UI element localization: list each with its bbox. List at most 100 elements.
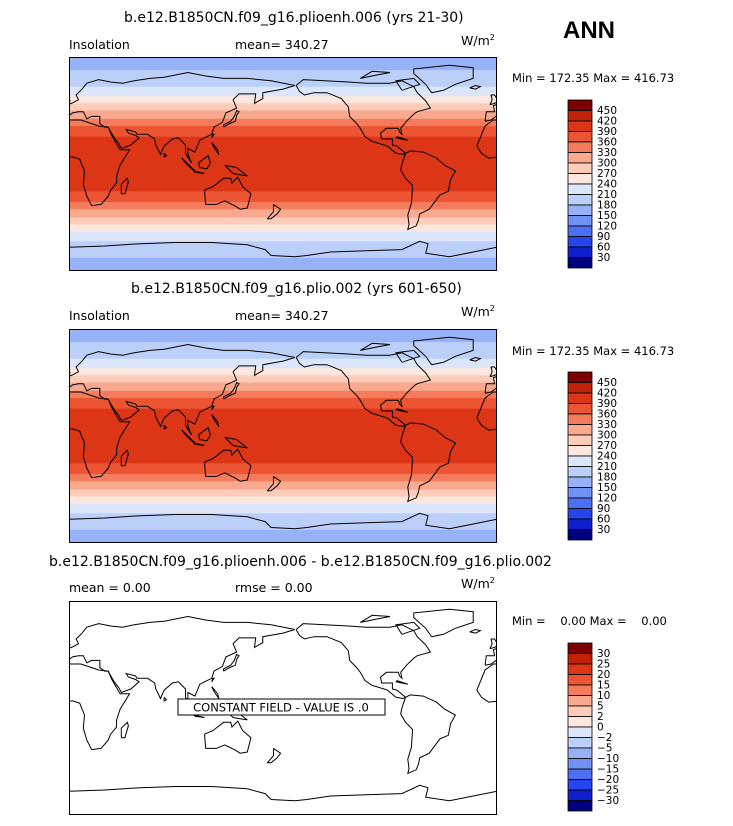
colorbar-tick-label: 10: [597, 690, 610, 702]
colorbar-swatch: [567, 747, 593, 759]
colorbar-swatch: [567, 424, 593, 436]
coast-java: [193, 170, 205, 174]
band-cell: [69, 184, 497, 186]
colorbar-tick-label: −5: [597, 743, 612, 755]
map-frame: [69, 329, 497, 543]
colorbar-swatch: [567, 403, 593, 415]
band-cell: [69, 95, 497, 97]
band-cell: [69, 97, 497, 100]
band-cell: [69, 200, 497, 203]
map-frame: [69, 57, 497, 271]
band-cell: [69, 436, 497, 438]
band-cell: [69, 83, 497, 85]
band-cell: [69, 386, 497, 388]
band-cell: [69, 58, 497, 60]
coast-australia: [204, 176, 252, 210]
band-cell: [69, 470, 497, 473]
band-cell: [69, 121, 497, 123]
band-cell: [69, 165, 497, 167]
coast-new-zealand: [266, 747, 282, 764]
colorbar-swatch: [567, 246, 593, 258]
band-cell: [69, 458, 497, 461]
band-cell: [69, 463, 497, 466]
colorbar-swatch: [567, 183, 593, 195]
colorbar-swatch: [567, 194, 593, 206]
colorbar-swatch: [567, 497, 593, 509]
band-cell: [69, 427, 497, 430]
coast-iceland: [469, 84, 482, 90]
band-cell: [69, 197, 497, 200]
band-cell: [69, 251, 497, 254]
colorbar-tick-label: 270: [597, 168, 617, 180]
band-cell: [69, 73, 497, 76]
band-cell: [69, 520, 497, 523]
band-cell: [69, 369, 497, 372]
band-cell: [69, 120, 497, 122]
coast-japan: [223, 381, 240, 400]
band-cell: [69, 482, 497, 485]
band-cell: [69, 160, 497, 163]
band-cell: [69, 502, 497, 505]
band-cell: [69, 263, 497, 266]
band-cell: [69, 376, 497, 379]
band-cell: [69, 400, 497, 403]
band-cell: [69, 68, 497, 71]
band-cell: [69, 158, 497, 160]
colorbar-swatch: [567, 476, 593, 488]
colorbar-swatch: [567, 110, 593, 122]
band-cell: [69, 164, 497, 166]
colorbar-swatch: [567, 215, 593, 227]
colorbar-tick-label: 360: [597, 137, 617, 149]
band-cell: [69, 67, 497, 70]
band-cell: [69, 244, 497, 247]
coast-eurasia: [69, 71, 296, 164]
colorbar-swatch: [567, 642, 593, 654]
band-cell: [69, 336, 497, 338]
band-cell: [69, 103, 497, 106]
band-cell: [69, 152, 497, 154]
band-cell: [69, 438, 497, 441]
band-cell: [69, 434, 497, 437]
band-cell: [69, 539, 497, 542]
colorbar-swatch: [567, 529, 593, 541]
band-cell: [69, 447, 497, 450]
colorbar-tick-label: 360: [597, 409, 617, 421]
band-cell: [69, 340, 497, 343]
coast-antarctica: [69, 240, 497, 258]
colorbar-swatch: [567, 674, 593, 686]
band-cell: [69, 109, 497, 112]
colorbar-swatch: [567, 768, 593, 780]
band-cell: [69, 459, 497, 462]
band-cell: [69, 221, 497, 223]
band-cell: [69, 248, 497, 251]
band-cell: [69, 66, 497, 69]
band-cell: [69, 148, 497, 151]
band-cell: [69, 213, 497, 216]
coastlines: [69, 608, 497, 802]
colorbar-tick-label: 150: [597, 210, 617, 222]
band-cell: [69, 116, 497, 119]
band-cell: [69, 481, 497, 483]
band-cell: [69, 419, 497, 422]
band-cell: [69, 217, 497, 220]
band-cell: [69, 464, 497, 467]
band-cell: [69, 346, 497, 349]
band-cell: [69, 140, 497, 143]
band-cell: [69, 241, 497, 244]
band-cell: [69, 177, 497, 179]
colorbar-tick-label: 330: [597, 147, 617, 159]
band-cell: [69, 64, 497, 66]
colorbar-tick-label: 390: [597, 398, 617, 410]
band-cell: [69, 540, 497, 543]
colorbar-tick-label: 300: [597, 430, 617, 442]
coast-japan: [223, 109, 240, 128]
band-cell: [69, 528, 497, 531]
band-cell: [69, 230, 497, 233]
band-cell: [69, 237, 497, 240]
band-cell: [69, 204, 497, 207]
coast-sumatra: [181, 429, 196, 444]
band-cell: [69, 225, 497, 228]
band-cell: [69, 355, 497, 357]
colorbar-swatch: [567, 663, 593, 675]
band-cell: [69, 526, 497, 529]
